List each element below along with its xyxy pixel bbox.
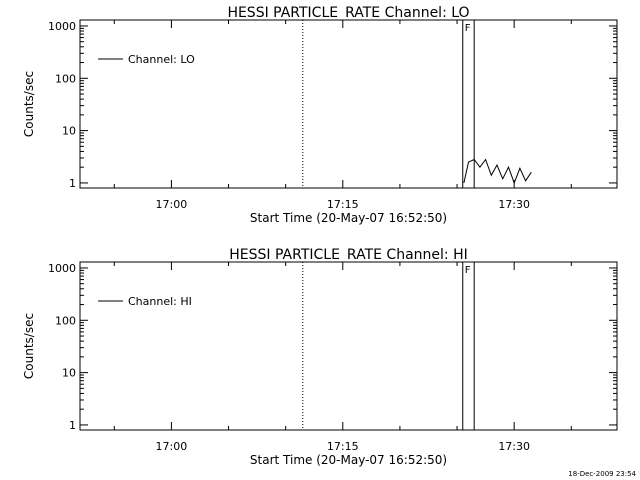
y-tick-label: 1 xyxy=(69,419,76,432)
y-tick-label: 1000 xyxy=(48,262,76,275)
footer-timestamp: 18-Dec-2009 23:54 xyxy=(568,470,636,478)
x-axis-label: Start Time (20-May-07 16:52:50) xyxy=(250,211,447,225)
legend-label: Channel: HI xyxy=(128,295,192,308)
x-tick-label: 17:30 xyxy=(498,198,530,211)
x-tick-label: 17:00 xyxy=(156,440,188,453)
y-tick-label: 10 xyxy=(62,367,76,380)
panel-hi: HESSI PARTICLE_RATE Channel: HIFSE110100… xyxy=(22,247,618,467)
y-axis-label: Counts/sec xyxy=(22,313,36,379)
y-tick-label: 10 xyxy=(62,125,76,138)
plot-frame xyxy=(79,19,618,189)
y-tick-label: 100 xyxy=(55,314,76,327)
x-tick-label: 17:15 xyxy=(327,198,359,211)
time-marker-label: F xyxy=(465,265,471,276)
legend-label: Channel: LO xyxy=(128,53,195,66)
y-axis-label: Counts/sec xyxy=(22,71,36,137)
plot-frame xyxy=(79,261,618,431)
chart-title: HESSI PARTICLE_RATE Channel: HI xyxy=(229,247,467,263)
chart-title: HESSI PARTICLE_RATE Channel: LO xyxy=(227,5,469,21)
panel-lo: HESSI PARTICLE_RATE Channel: LOFSE110100… xyxy=(22,5,618,225)
x-tick-label: 17:15 xyxy=(327,440,359,453)
y-tick-label: 1 xyxy=(69,177,76,190)
x-axis-label: Start Time (20-May-07 16:52:50) xyxy=(250,453,447,467)
series-line xyxy=(463,158,532,185)
y-tick-label: 100 xyxy=(55,72,76,85)
time-marker-label: F xyxy=(465,23,471,34)
x-tick-label: 17:00 xyxy=(156,198,188,211)
y-tick-label: 1000 xyxy=(48,20,76,33)
x-tick-label: 17:30 xyxy=(498,440,530,453)
